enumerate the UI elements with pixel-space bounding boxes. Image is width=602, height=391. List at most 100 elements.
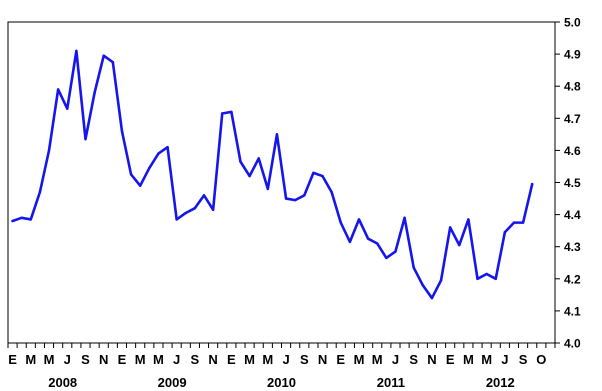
data-point [275, 133, 279, 136]
x-month-label: E [8, 352, 17, 367]
x-month-label: S [81, 352, 90, 367]
data-point [166, 145, 169, 149]
data-point [376, 242, 379, 245]
data-point [339, 221, 342, 224]
data-point [330, 190, 333, 194]
data-point [494, 277, 497, 280]
x-month-label: N [208, 352, 217, 367]
x-month-label: S [191, 352, 200, 367]
x-month-label: M [44, 352, 55, 367]
data-point [221, 112, 224, 115]
x-year-label: 2010 [267, 375, 296, 390]
data-point [257, 157, 260, 160]
series-line [11, 49, 534, 300]
data-point [202, 194, 206, 197]
y-tick-label: 4.8 [564, 80, 581, 94]
data-point [211, 208, 215, 211]
x-month-label: S [519, 352, 528, 367]
data-point [385, 256, 388, 260]
data-point [175, 218, 178, 221]
y-tick-label: 4.7 [564, 112, 581, 126]
data-point [430, 296, 434, 300]
data-point [503, 231, 507, 234]
data-point [293, 198, 297, 202]
x-month-label: J [282, 352, 289, 367]
data-point [84, 137, 87, 141]
data-point [102, 54, 105, 57]
data-point [366, 237, 370, 240]
y-tick-label: 4.2 [564, 272, 581, 286]
x-month-label: O [536, 352, 546, 367]
data-point [521, 221, 525, 224]
x-month-label: M [262, 352, 273, 367]
data-point [421, 284, 425, 287]
data-point [111, 60, 115, 64]
data-point [56, 88, 60, 91]
x-month-label: M [25, 352, 36, 367]
x-month-label: J [173, 352, 180, 367]
data-point [120, 129, 124, 133]
data-point [403, 216, 406, 220]
x-month-label: S [409, 352, 418, 367]
data-point [266, 187, 270, 191]
data-point [312, 171, 315, 175]
data-point [439, 279, 443, 282]
data-point [512, 221, 516, 224]
data-point [321, 174, 324, 178]
data-point [157, 152, 160, 155]
x-month-label: M [481, 352, 492, 367]
y-tick-label: 4.0 [564, 337, 581, 351]
x-month-label: M [372, 352, 383, 367]
x-year-label: 2011 [377, 375, 405, 390]
data-point [284, 197, 288, 200]
x-month-label: M [244, 352, 255, 367]
y-tick-label: 4.5 [564, 176, 581, 190]
data-point [348, 240, 352, 244]
data-point [29, 218, 32, 221]
data-point [38, 190, 42, 194]
data-point [531, 182, 534, 186]
x-month-label: E [446, 352, 455, 367]
data-point [458, 243, 461, 247]
plot-area [7, 21, 556, 344]
y-tick-label: 4.3 [564, 240, 581, 254]
x-year-label: 2009 [158, 375, 187, 390]
data-point [485, 272, 488, 276]
data-point [448, 226, 452, 229]
data-point [11, 219, 14, 223]
y-tick-label: 4.4 [564, 208, 581, 222]
data-point [230, 110, 233, 114]
data-point [412, 266, 415, 269]
data-point [303, 194, 306, 197]
x-month-label: M [463, 352, 474, 367]
x-month-label: S [300, 352, 309, 367]
x-month-label: E [118, 352, 127, 367]
y-tick-label: 4.9 [564, 48, 581, 62]
x-month-label: M [354, 352, 365, 367]
x-month-label: M [153, 352, 164, 367]
y-tick-label: 4.1 [564, 304, 581, 318]
data-point [184, 211, 187, 215]
data-point [476, 277, 479, 280]
data-point [20, 216, 23, 220]
data-point [47, 149, 51, 152]
data-point [357, 218, 361, 221]
x-month-label: E [227, 352, 236, 367]
x-month-label: N [99, 352, 108, 367]
x-month-label: M [135, 352, 146, 367]
data-point [129, 173, 133, 176]
data-point [75, 49, 78, 53]
plot-border [7, 21, 556, 344]
y-tick-label: 4.6 [564, 144, 581, 158]
x-month-label: J [392, 352, 399, 367]
data-point [239, 160, 242, 163]
data-point [193, 206, 197, 210]
data-point [467, 218, 470, 221]
x-month-label: J [64, 352, 71, 367]
data-point [248, 174, 251, 178]
x-month-label: N [427, 352, 436, 367]
data-point [138, 184, 142, 187]
data-point [93, 91, 96, 94]
